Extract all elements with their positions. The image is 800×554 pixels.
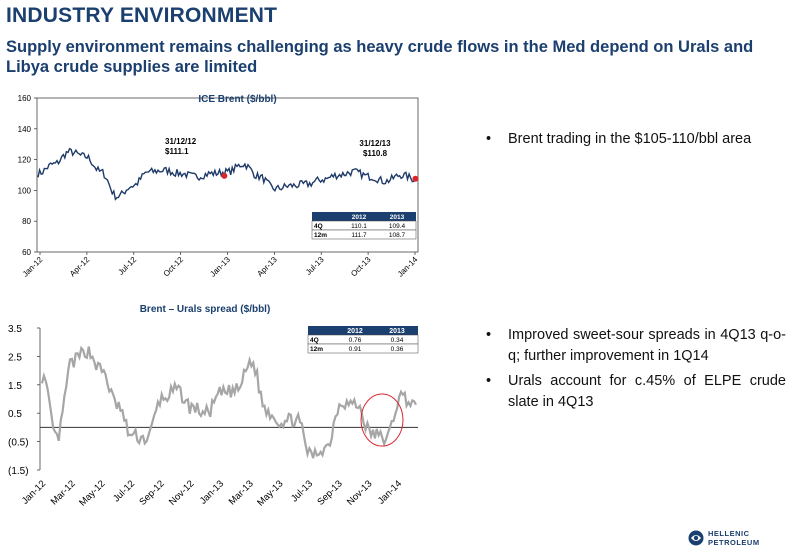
x-tick-label: Jul-12 <box>111 478 137 504</box>
table-cell: 111.7 <box>351 232 367 239</box>
company-logo: HELLENIC PETROLEUM <box>688 527 798 549</box>
x-tick-label: Jan-14 <box>376 478 404 506</box>
x-tick-label: Jul-12 <box>116 255 138 277</box>
bullet-item: Brent trading in the $105-110/bbl area <box>486 131 786 147</box>
bullet-item: Urals account for c.45% of ELPE crude sl… <box>486 371 786 413</box>
table-cell: 12m <box>310 346 323 353</box>
y-tick-label: 160 <box>18 94 32 103</box>
x-tick-label: Jan-14 <box>396 255 420 279</box>
table-cell: 109.4 <box>389 223 406 230</box>
page-title: INDUSTRY ENVIRONMENT <box>6 4 278 27</box>
bullets-top: Brent trading in the $105-110/bbl area <box>486 131 786 147</box>
x-tick-label: Oct-13 <box>349 255 373 279</box>
x-tick-label: Nov-12 <box>167 478 196 507</box>
table-header-cell: 2013 <box>389 328 405 335</box>
table-cell: 0.91 <box>349 346 362 353</box>
spread-series-line <box>40 345 417 459</box>
table-cell: 0.76 <box>349 337 362 344</box>
x-tick-label: Jul-13 <box>289 478 315 504</box>
table-cell: 12m <box>314 232 327 239</box>
y-tick-label: 80 <box>22 217 31 226</box>
y-tick-label: 140 <box>18 125 32 134</box>
table-header-bg <box>312 212 416 221</box>
bullets-bottom: Improved sweet-sour spreads in 4Q13 q-o-… <box>486 325 786 417</box>
annotation-value: $111.1 <box>165 147 189 156</box>
table-cell: 108.7 <box>389 232 406 239</box>
chart-title: ICE Brent ($/bbl) <box>198 94 276 105</box>
y-tick-label: 1.5 <box>8 381 22 392</box>
logo-line1: HELLENIC <box>708 529 750 538</box>
table-header-cell: 2012 <box>347 328 363 335</box>
highlight-circle <box>360 393 404 447</box>
y-tick-label: 120 <box>18 156 32 165</box>
marker-31-12-13 <box>412 175 419 182</box>
x-tick-label: Jan-13 <box>198 478 226 506</box>
annotation-value: $110.8 <box>363 149 388 158</box>
spread-chart: 3.5 2.5 1.5 0.5 (0.5) (1.5)Jan-12 Mar-12 May-12… <box>8 304 419 509</box>
bullet-item: Improved sweet-sour spreads in 4Q13 q-o-… <box>486 325 786 367</box>
x-tick-label: Jul-13 <box>304 255 326 277</box>
x-tick-label: Mar-12 <box>49 478 78 507</box>
x-tick-label: Mar-13 <box>227 478 256 507</box>
x-tick-label: Jan-13 <box>208 255 232 279</box>
x-tick-label: Sep-13 <box>315 478 344 507</box>
x-tick-label: Oct-12 <box>162 255 186 279</box>
table-cell: 0.34 <box>391 337 404 344</box>
x-tick-label: May-13 <box>255 478 285 508</box>
table-header-cell: 2012 <box>352 214 367 221</box>
y-tick-label: 100 <box>18 186 32 195</box>
y-tick-label: (1.5) <box>8 466 29 477</box>
y-tick-label: 3.5 <box>8 324 22 335</box>
y-tick-label: (0.5) <box>8 438 29 449</box>
logo-line2: PETROLEUM <box>708 538 760 547</box>
page-subtitle: Supply environment remains challenging a… <box>6 38 754 76</box>
table-header-cell: 2013 <box>390 214 405 221</box>
x-tick-label: Apr-13 <box>255 255 279 279</box>
table-cell: 4Q <box>314 223 323 230</box>
table-row <box>307 343 419 354</box>
x-tick-label: Apr-12 <box>68 255 92 279</box>
y-tick-label: 2.5 <box>8 352 22 363</box>
table-header-bg <box>308 326 418 335</box>
table-cell: 0.36 <box>391 346 404 353</box>
table-cell: 4Q <box>310 337 319 344</box>
chart-title: Brent – Urals spread ($/bbl) <box>140 304 271 315</box>
y-tick-label: 60 <box>22 248 31 257</box>
annotation-date: 31/12/13 <box>359 139 391 148</box>
brent-series-line <box>37 147 418 201</box>
x-tick-label: Sep-12 <box>137 478 166 507</box>
y-tick-label: 0.5 <box>8 409 22 420</box>
x-tick-label: Jan-12 <box>20 478 48 506</box>
annotation-date: 31/12/12 <box>165 137 197 146</box>
marker-31-12-12 <box>221 172 228 179</box>
table-row <box>311 229 417 240</box>
x-tick-label: May-12 <box>77 478 107 508</box>
x-tick-label: Jan-12 <box>21 255 45 279</box>
table-cell: 110.1 <box>351 223 367 230</box>
x-tick-label: Nov-13 <box>345 478 374 507</box>
logo-mark-icon <box>688 530 704 546</box>
